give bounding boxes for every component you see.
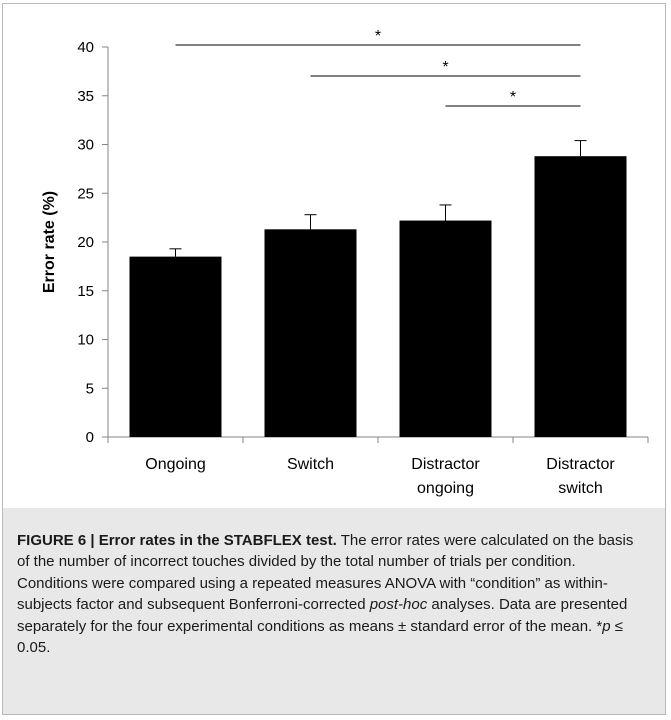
x-tick-label: ongoing (417, 480, 474, 497)
chart-area: 0 5 10 15 20 25 30 35 40 Error rate (%) Ongoing Swi… (3, 4, 665, 504)
x-tick-label: Distractor (411, 456, 480, 473)
x-tick-label: Ongoing (145, 456, 206, 473)
y-tick-label: 10 (77, 332, 94, 349)
significance-label: * (510, 89, 516, 106)
significance-label: * (375, 28, 381, 45)
y-tick-label: 40 (77, 39, 94, 56)
y-axis-label: Error rate (%) (41, 191, 58, 293)
y-tick-label: 5 (86, 380, 94, 397)
caption-text-3: ≤ 0.05. (17, 617, 623, 657)
significance-label: * (442, 59, 448, 76)
y-tick-label: 35 (77, 88, 94, 105)
x-tick-label: Distractor (546, 456, 615, 473)
figure-caption: FIGURE 6 | Error rates in the STABFLEX t… (3, 508, 665, 714)
caption-text-1: The error rates were calculated on the b… (17, 532, 634, 614)
caption-figure-label: FIGURE 6 | Error rates in the STABFLEX t… (17, 532, 337, 549)
y-tick-label: 30 (77, 137, 94, 154)
bar (264, 229, 357, 437)
bar (534, 156, 627, 437)
x-tick-label: switch (558, 480, 602, 497)
bar (129, 256, 222, 437)
caption-italic-2: p (602, 617, 611, 635)
y-tick-label: 15 (77, 283, 94, 300)
bar-chart: 0 5 10 15 20 25 30 35 40 Error rate (%) Ongoing Swi… (41, 28, 649, 497)
bar (399, 220, 492, 437)
y-tick-label: 0 (86, 429, 94, 446)
caption-text-2: analyses. Data are presented separately … (17, 596, 628, 635)
figure-frame: 0 5 10 15 20 25 30 35 40 Error rate (%) Ongoing Swi… (2, 3, 666, 715)
x-tick-label: Switch (287, 456, 334, 473)
y-tick-label: 20 (77, 234, 94, 251)
y-tick-label: 25 (77, 185, 94, 202)
caption-italic-1: post-hoc (369, 596, 428, 614)
